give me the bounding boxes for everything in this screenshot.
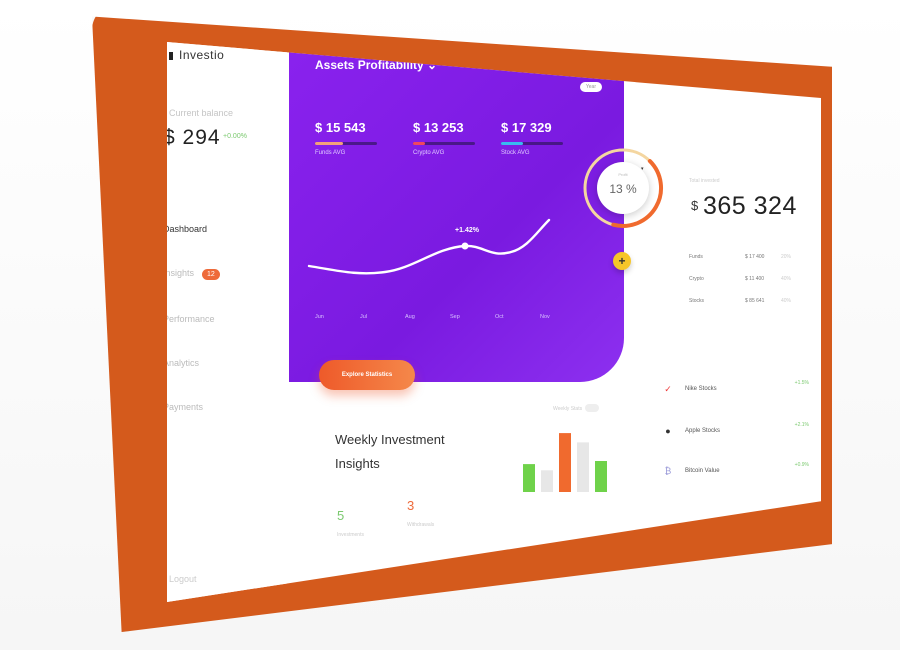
holding-change: +2.1% [794,422,809,428]
assets-profitability-card: Assets Profitability ⌄ Year $ 15 543 Fun… [289,42,624,382]
kpi-value: $ 17 329 [501,120,552,135]
kpi-value: $ 15 543 [315,120,366,135]
breakdown-pct: 40% [781,298,792,304]
weekly-bar[interactable] [541,470,553,492]
stat-withdrawals-label: Withdrawals [407,522,435,528]
gauge-arc [611,159,664,228]
holding-name: Bitcoin Value [685,468,720,474]
gauge-value: 13 % [609,182,637,196]
x-tick-label: Jun [315,314,324,320]
weekly-bar[interactable] [523,464,535,492]
kpi-value: $ 13 253 [413,120,464,135]
kpi-progress-fill [501,142,523,145]
x-tick-label: Jul [360,314,367,320]
weekly-title-line: Insights [335,456,380,471]
chevron-down-icon: ⌄ [427,58,438,72]
profitability-line-chart[interactable]: +1.42% Jun Jul Aug Sep Oct Nov [305,212,555,322]
sidebar-item-dashboard[interactable]: Dashboard [167,224,207,234]
weekly-bar[interactable] [559,433,571,492]
weekly-bar[interactable] [595,461,607,492]
breakdown-name: Funds [689,254,703,260]
brand-logo[interactable]: Investio [169,48,224,62]
sidebar-item-label: Analytics [167,358,200,368]
holding-bitcoin[interactable]: ₿ Bitcoin Value +0.9% [663,462,813,482]
sidebar-item-label: Payments [167,402,204,412]
kpi-progress-fill [413,142,426,145]
period-selector[interactable]: Year [579,82,602,92]
kpi-progress-fill [315,142,343,145]
gauge-center [597,162,649,214]
kpi-progress-track [501,142,563,145]
breakdown-value: $ 17 400 [745,254,765,260]
dashboard-screen: Investio Current balance $ 294 +0.00% Da… [167,42,821,602]
explore-statistics-button[interactable]: Explore Statistics [319,360,415,390]
holding-change: +1.5% [794,380,809,386]
sidebar-item-analytics[interactable]: Analytics [167,358,199,368]
point-annotation: +1.42% [455,227,480,234]
total-value: 365 324 [703,192,797,220]
bitcoin-icon: ₿ [664,466,672,476]
balance-value: $ 294 [167,126,221,149]
portfolio-panel: Total invested $ 365 324 Funds $ 17 400 … [664,42,821,602]
kpi-progress-track [315,142,377,145]
sidebar-item-performance[interactable]: Performance [167,314,215,324]
holding-change: +0.9% [794,462,809,468]
logout-link[interactable]: Logout [169,574,197,584]
holding-name: Apple Stocks [685,428,721,434]
weekly-stats-label: Weekly Stats [553,406,583,412]
gauge-label: Profit [618,172,628,177]
kpi-stock: $ 17 329 Stock AVG [501,120,563,156]
sidebar-item-label: Performance [167,314,215,324]
weekly-title-line: Weekly Investment [335,432,445,447]
breakdown-name: Stocks [689,298,705,304]
total-currency: $ [691,198,699,213]
add-button[interactable]: + [613,252,631,270]
stat-investments-label: Investments [337,532,364,538]
holding-nike[interactable]: ✓ Nike Stocks +1.5% [663,380,813,400]
kpi-progress-track [413,142,475,145]
stat-number: 3 [407,498,415,513]
series-line [307,218,551,275]
stat-number: 5 [337,508,345,523]
weekly-bar-chart [523,433,607,492]
sidebar-item-insights[interactable]: Insights 12 [167,268,220,280]
holding-name: Nike Stocks [685,386,717,392]
breakdown-value: $ 11 400 [745,276,765,282]
kpi-crypto: $ 13 253 Crypto AVG [413,120,475,156]
stat-investments-value: 5 [337,508,344,523]
brand-name: Investio [179,48,225,62]
brand-mark-icon [169,51,173,60]
kpi-label: Funds AVG [315,150,346,156]
balance-label: Current balance [169,108,234,118]
nike-icon: ✓ [664,384,672,394]
breakdown-pct: 40% [781,276,792,282]
breakdown-name: Crypto [689,276,704,282]
sidebar-item-payments[interactable]: Payments [167,402,203,412]
sidebar: Investio Current balance $ 294 +0.00% Da… [167,42,287,602]
sidebar-item-label: Insights [167,268,195,278]
weekly-bar[interactable] [577,442,589,492]
kpi-label: Crypto AVG [413,150,445,156]
insights-count-badge: 12 [202,269,220,280]
gauge-dropdown-icon[interactable]: ▾ [641,166,644,172]
weekly-stats-toggle[interactable] [585,404,599,412]
breakdown-pct: 20% [781,254,792,260]
highlight-point[interactable] [461,242,469,250]
x-tick-label: Sep [450,314,460,320]
stat-withdrawals-value: 3 [407,498,414,513]
breakdown-value: $ 85 641 [745,298,765,304]
kpi-funds: $ 15 543 Funds AVG [315,120,377,156]
total-label: Total invested [689,178,720,184]
holding-apple[interactable]: ● Apple Stocks +2.1% [663,422,813,442]
kpi-label: Stock AVG [501,150,530,156]
x-tick-label: Nov [540,314,550,320]
x-tick-label: Oct [495,314,504,320]
sidebar-item-label: Dashboard [167,224,208,234]
profit-gauge[interactable]: Profit 13 % ▾ [581,146,665,230]
balance-change: +0.00% [223,133,247,140]
weekly-insights-title: Weekly Investment Insights [335,428,445,476]
apple-icon: ● [665,426,671,436]
x-tick-label: Aug [405,314,415,320]
